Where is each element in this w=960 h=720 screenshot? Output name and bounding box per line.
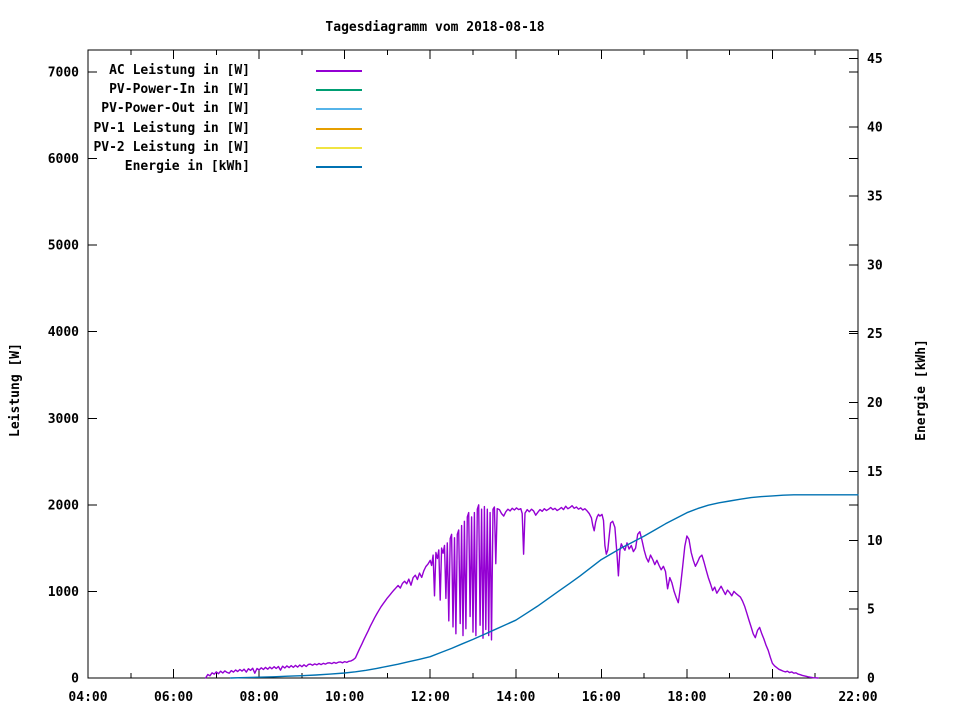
x-tick-label: 08:00: [240, 690, 279, 705]
y2-tick-label: 40: [867, 121, 883, 136]
y2-tick-label: 45: [867, 52, 883, 67]
y-tick-label: 6000: [48, 152, 79, 167]
y2-tick-label: 20: [867, 396, 883, 411]
series-line-energie: [229, 494, 859, 679]
x-tick-label: 06:00: [154, 690, 193, 705]
x-tick-label: 12:00: [411, 690, 450, 705]
x-tick-label: 20:00: [753, 690, 792, 705]
y2-tick-label: 5: [867, 603, 875, 618]
y-tick-label: 2000: [48, 498, 79, 513]
y2-tick-label: 10: [867, 534, 883, 549]
x-tick-label: 22:00: [838, 690, 877, 705]
x-tick-label: 10:00: [325, 690, 364, 705]
y-tick-label: 5000: [48, 239, 79, 254]
y-tick-label: 4000: [48, 325, 79, 340]
x-tick-label: 16:00: [582, 690, 621, 705]
y2-tick-label: 0: [867, 672, 875, 687]
x-tick-label: 14:00: [496, 690, 535, 705]
y-tick-label: 1000: [48, 585, 79, 600]
y2-tick-label: 35: [867, 189, 883, 204]
y-tick-label: 3000: [48, 412, 79, 427]
chart-title: Tagesdiagramm vom 2018-08-18: [325, 20, 545, 35]
y2-tick-label: 30: [867, 258, 883, 273]
y2-tick-label: 25: [867, 327, 883, 342]
series-line-ac-leistung: [204, 504, 819, 679]
x-tick-label: 04:00: [68, 690, 107, 705]
y-tick-label: 7000: [48, 65, 79, 80]
y2-tick-label: 15: [867, 465, 883, 480]
y-tick-label: 0: [71, 672, 79, 687]
x-tick-label: 18:00: [667, 690, 706, 705]
